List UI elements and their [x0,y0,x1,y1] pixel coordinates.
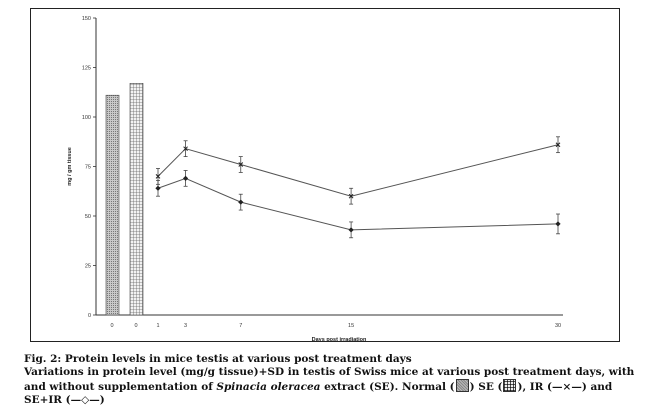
se-ir-line [157,177,559,231]
ir-point [238,162,244,167]
x-tick-label: 15 [348,323,354,329]
chart: 0 25 50 75 100 125 150 mg / gm tissue 0 0 1 3 7 15 30 D… [67,16,563,343]
x-axis-label: Days post irradiation [312,337,367,343]
figure-caption: Fig. 2: Protein levels in mice testis at… [24,353,636,407]
se-bar [129,83,144,316]
caption-text-4: ), IR (—×—) and SE+IR (—◇—) [24,381,613,406]
se-ir-point [182,175,189,182]
x-tick-label: 3 [184,323,187,329]
ir-line [157,144,559,197]
caption-text-3: ) SE ( [469,381,503,393]
figure-frame: 0 25 50 75 100 125 150 mg / gm tissue 0 0 1 3 7 15 30 D… [30,8,620,343]
se-ir-point [555,221,561,227]
x-tick-label: 1 [156,323,159,329]
caption-text-1: Variations in protein level (mg/g tissue… [24,366,635,393]
y-tick-label: 150 [82,16,91,22]
normal-bar [105,94,120,316]
y-tick-label: 25 [85,264,91,270]
caption-title: Fig. 2: Protein levels in mice testis at… [24,353,412,365]
x-tick-label: 0 [110,323,113,329]
y-tick-label: 50 [85,214,91,220]
y-axis-label: mg / gm tissue [67,147,73,186]
y-tick-label: 0 [88,313,91,319]
ir-point [555,142,561,148]
caption-species: Spinacia oleracea [216,381,321,393]
normal-legend-swatch [455,379,469,392]
y-tick-label: 75 [85,165,91,171]
x-tick-label: 7 [239,323,242,329]
x-tick-label: 30 [555,323,561,329]
ir-point [183,146,188,152]
x-tick-label: 0 [134,323,137,329]
caption-body: Variations in protein level (mg/g tissue… [24,366,634,406]
se-legend-swatch [503,379,517,392]
se-ir-point [348,227,354,233]
se-ir-point [238,199,244,205]
y-tick-label: 100 [82,115,91,121]
ir-point [348,193,354,199]
caption-text-2: extract (SE). Normal ( [320,381,455,393]
ir-point [155,174,161,179]
se-ir-point [155,185,161,191]
y-tick-label: 125 [82,66,91,72]
